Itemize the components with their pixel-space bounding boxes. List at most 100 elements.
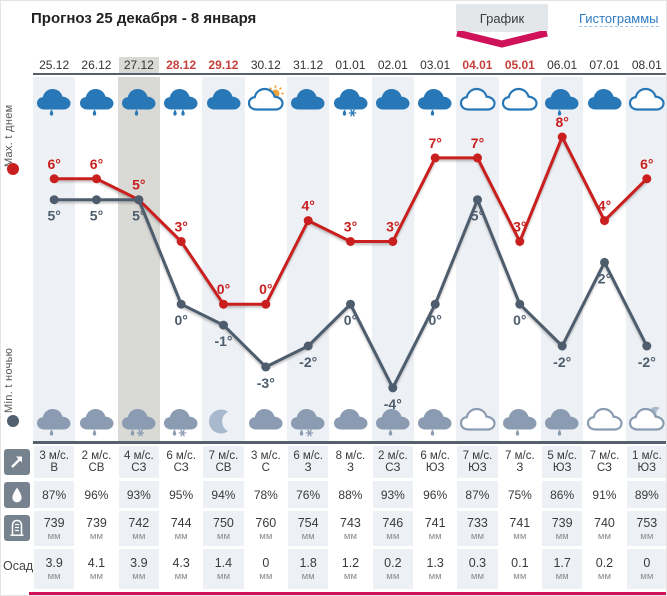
precip-cell: 1.7 мм: [542, 549, 583, 589]
day-weather-icon-cloud: [373, 85, 413, 119]
date-cell[interactable]: 03.01: [420, 58, 451, 72]
precip-cell: 0 мм: [259, 556, 273, 582]
date-cell[interactable]: 08.01: [631, 58, 662, 72]
pressure-cell: 753 мм: [626, 511, 666, 546]
night-weather-icon-rain: [500, 405, 540, 439]
wind-cell: 3 м/с. В: [34, 446, 75, 478]
humidity-cell: 94%: [203, 481, 244, 508]
precip-cell: 1.8 мм: [288, 549, 329, 589]
humidity-cell: 75%: [507, 487, 532, 502]
svg-text:6°: 6°: [90, 156, 103, 172]
night-weather-icon-rain-snow: [288, 405, 328, 439]
precip-cell: 3.9 мм: [118, 549, 159, 589]
date-cell[interactable]: 02.01: [377, 58, 408, 72]
precip-cell: 3.9 мм: [34, 549, 75, 589]
night-weather-icon-cloud: [246, 405, 286, 439]
humidity-cell: 78%: [253, 487, 278, 502]
wind-cell: 1 м/с. ЮЗ: [626, 446, 666, 478]
date-cell[interactable]: 06.01: [547, 58, 578, 72]
date-cell[interactable]: 01.01: [335, 58, 366, 72]
day-weather-icon-rain: [542, 85, 582, 119]
precip-cell: 4.1 мм: [87, 556, 106, 582]
humidity-cell: 93%: [372, 481, 413, 508]
day-weather-icon-rain: [415, 85, 455, 119]
max-temp-legend-dot-icon: [7, 163, 19, 175]
precip-cell: 1.4 мм: [203, 549, 244, 589]
svg-text:3°: 3°: [513, 219, 526, 235]
date-cell[interactable]: 31.12: [293, 58, 324, 72]
svg-text:-3°: -3°: [257, 375, 275, 391]
svg-text:0°: 0°: [429, 312, 442, 328]
tab-grafik[interactable]: График: [456, 4, 548, 32]
humidity-cell: 87%: [34, 481, 75, 508]
day-weather-icon-rain: [34, 85, 74, 119]
pressure-cell: 742 мм: [118, 511, 159, 546]
date-cell[interactable]: 26.12: [81, 58, 112, 72]
day-weather-icon-cloud-o: [627, 85, 666, 119]
wind-cell: 6 м/с. ЮЗ: [420, 450, 450, 474]
date-cell[interactable]: 25.12: [39, 58, 70, 72]
wind-cell: 2 м/с. СВ: [81, 450, 112, 474]
pressure-cell: 743 мм: [340, 515, 361, 542]
column-stripe: [287, 77, 330, 441]
tab-histograms[interactable]: Гистограммы: [579, 11, 659, 27]
pressure-cell: 741 мм: [509, 515, 531, 542]
svg-text:3°: 3°: [344, 219, 357, 235]
day-weather-icon-cloud: [585, 85, 625, 119]
svg-text:2°: 2°: [598, 270, 611, 286]
page-title: Прогноз 25 декабря - 8 января: [31, 10, 257, 27]
day-weather-icon-rain: [119, 85, 159, 119]
pressure-cell: 740 мм: [594, 515, 615, 542]
date-cell[interactable]: 05.01: [504, 58, 535, 72]
barometer-icon: [4, 515, 30, 541]
wind-cell: 6 м/с. З: [288, 446, 329, 478]
humidity-cell: 88%: [338, 487, 363, 502]
night-weather-icon-cloud-o: [458, 405, 498, 439]
svg-text:0°: 0°: [344, 312, 357, 328]
humidity-cell: 87%: [457, 481, 498, 508]
day-weather-icon-rain2: [161, 85, 201, 119]
svg-text:3°: 3°: [175, 219, 188, 235]
svg-text:7°: 7°: [429, 135, 442, 151]
wind-cell: 7 м/с. З: [505, 450, 535, 474]
tab-grafik-label: График: [479, 10, 525, 26]
precip-cell: 0 мм: [626, 549, 666, 589]
night-weather-icon-rain: [542, 405, 582, 439]
night-weather-icon-rain: [34, 405, 74, 439]
svg-text:0°: 0°: [175, 312, 188, 328]
pressure-cell: 741 мм: [424, 515, 446, 542]
date-cell[interactable]: 29.12: [208, 58, 239, 72]
date-cell[interactable]: 30.12: [250, 58, 281, 72]
selected-column-stripe: [117, 77, 160, 441]
column-stripe: [541, 77, 584, 441]
drop-icon: [4, 482, 30, 508]
wind-cell: 5 м/с. ЮЗ: [542, 446, 583, 478]
svg-text:4°: 4°: [598, 198, 611, 214]
night-weather-icon-moon: [204, 405, 244, 439]
dates-separator: [33, 73, 666, 75]
night-weather-icon-cloud-o: [585, 405, 625, 439]
date-cell[interactable]: 28.12: [166, 58, 197, 72]
precip-cell: 1.3 мм: [426, 556, 444, 582]
humidity-cell: 91%: [592, 487, 617, 502]
date-cell[interactable]: 27.12: [118, 57, 160, 74]
table-separator: [33, 441, 666, 444]
night-weather-icon-rain-snow: [161, 405, 201, 439]
wind-cell: 2 м/с. СЗ: [372, 446, 413, 478]
column-stripe: [202, 77, 245, 441]
day-weather-icon-rain: [77, 85, 117, 119]
pressure-cell: 754 мм: [288, 511, 329, 546]
date-cell[interactable]: 07.01: [589, 58, 620, 72]
precipitation-row-label: Осад: [3, 559, 33, 573]
precip-cell: 0.3 мм: [457, 549, 498, 589]
column-stripe: [625, 77, 666, 441]
day-weather-icon-rain-snow: [331, 85, 371, 119]
pressure-cell: 746 мм: [372, 511, 413, 546]
day-weather-icon-cloud-o: [458, 85, 498, 119]
min-temp-axis-label: Min. t ночью: [3, 347, 15, 413]
precip-cell: 0.2 мм: [595, 556, 614, 582]
humidity-cell: 89%: [626, 481, 666, 508]
date-cell[interactable]: 04.01: [462, 58, 493, 72]
pressure-cell: 739 мм: [34, 511, 75, 546]
